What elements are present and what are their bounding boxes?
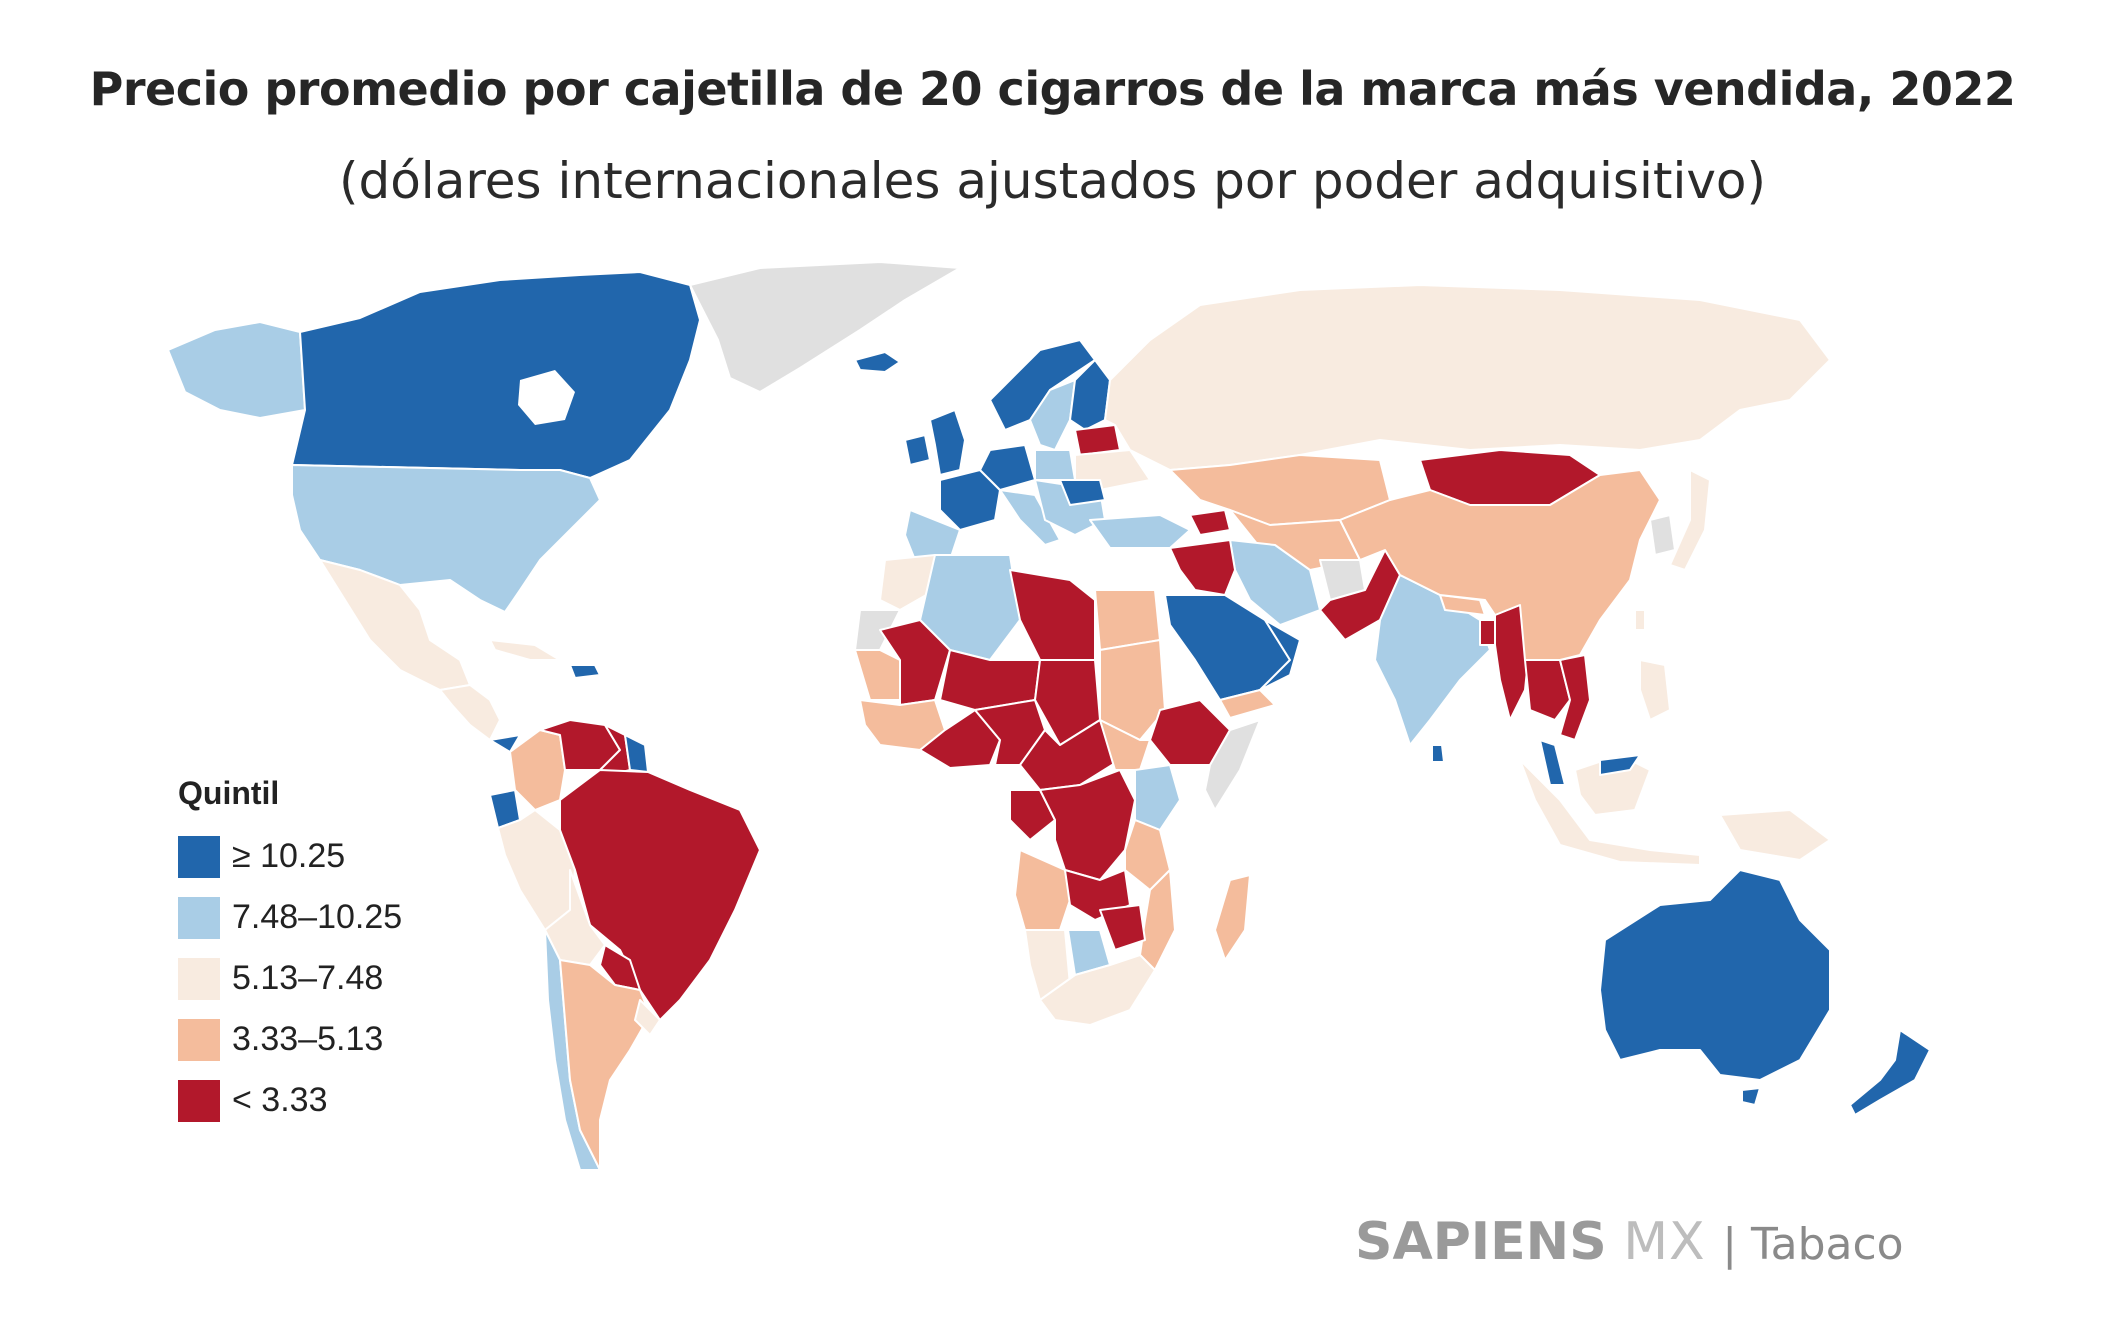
region-malaysia-borneo: [1599, 754, 1641, 776]
legend-swatch: [178, 1018, 220, 1061]
region-japan: [1669, 469, 1711, 571]
region-gabon-congo: [1009, 789, 1056, 841]
region-italy: [999, 489, 1061, 546]
region-kenya-uganda: [1134, 764, 1181, 831]
region-iraq-syria: [1169, 539, 1236, 596]
region-colombia: [509, 729, 566, 811]
brand-suffix: MX: [1623, 1212, 1706, 1272]
region-vietnam-cambodia: [1559, 654, 1591, 741]
region-germany: [979, 444, 1036, 491]
region-mexico: [319, 559, 471, 691]
region-norway: [989, 339, 1096, 431]
region-south-sudan: [1099, 719, 1151, 771]
brand-name: SAPIENS: [1355, 1212, 1607, 1272]
region-south-africa: [1039, 954, 1156, 1026]
region-korea: [1649, 514, 1676, 556]
map-subtitle: (dólares internacionales ajustados por p…: [338, 152, 1767, 210]
region-tasmania: [1741, 1087, 1761, 1106]
region-brazil: [559, 769, 761, 1021]
region-yemen: [1219, 689, 1276, 719]
region-sri-lanka: [1431, 744, 1445, 763]
region-bangladesh: [1479, 619, 1496, 646]
region-ireland: [904, 434, 931, 466]
region-canada: [291, 271, 701, 479]
legend-label: < 3.33: [232, 1081, 328, 1119]
region-china: [1339, 469, 1661, 661]
region-philippines: [1639, 659, 1671, 721]
region-taiwan: [1634, 609, 1646, 631]
region-drc: [1039, 769, 1136, 881]
brand-section: | Tabaco: [1722, 1219, 1904, 1270]
region-sumatra-java: [1519, 759, 1701, 866]
legend-label: 7.48–10.25: [232, 898, 403, 936]
region-uruguay: [634, 999, 661, 1036]
region-russia: [1104, 284, 1831, 471]
region-greenland: [689, 261, 961, 393]
legend-item: 7.48–10.25: [178, 887, 402, 948]
region-sudan: [1099, 639, 1166, 741]
region-australia: [1599, 869, 1831, 1081]
region-malaysia-peninsula: [1539, 739, 1566, 786]
region-usa: [291, 464, 601, 613]
region-cuba: [489, 639, 561, 661]
legend-item: 5.13–7.48: [178, 948, 402, 1009]
map-title: Precio promedio por cajetilla de 20 ciga…: [89, 62, 2016, 116]
region-hispaniola: [569, 664, 601, 679]
region-morocco: [879, 554, 936, 611]
region-panama: [489, 734, 521, 753]
region-turkey: [1089, 514, 1191, 549]
region-belarus: [1074, 424, 1121, 456]
region-iran: [1229, 539, 1321, 626]
legend-item: 3.33–5.13: [178, 1009, 402, 1070]
brand-logo: SAPIENS MX | Tabaco: [1355, 1212, 1904, 1272]
legend-item: ≥ 10.25: [178, 826, 402, 887]
legend-label: ≥ 10.25: [232, 837, 346, 875]
legend-swatch: [178, 1079, 220, 1122]
region-papua: [1719, 809, 1831, 861]
region-madagascar: [1214, 874, 1251, 961]
region-new-zealand: [1849, 1029, 1931, 1116]
region-caucasus: [1189, 509, 1231, 536]
legend-item: < 3.33: [178, 1070, 402, 1131]
legend-swatch: [178, 896, 220, 939]
region-somalia: [1204, 719, 1261, 811]
region-mauritania: [854, 649, 901, 701]
legend-title: Quintil: [178, 775, 280, 811]
region-romania: [1059, 479, 1106, 506]
region-zimbabwe: [1099, 904, 1146, 951]
region-central-america: [439, 684, 501, 741]
region-iceland: [854, 351, 901, 373]
region-borneo: [1574, 754, 1651, 816]
legend-swatch: [178, 957, 220, 1000]
legend-swatch: [178, 835, 220, 878]
legend: Quintil ≥ 10.25 7.48–10.25 5.13–7.48 3.33–5…: [178, 775, 402, 1131]
legend-label: 5.13–7.48: [232, 959, 384, 997]
region-argentina: [559, 959, 651, 1171]
region-uk: [929, 409, 966, 476]
region-libya: [1009, 569, 1096, 661]
region-alaska: [167, 321, 306, 419]
region-hudson-bay: [518, 370, 575, 425]
legend-label: 3.33–5.13: [232, 1020, 384, 1058]
legend-rows: ≥ 10.25 7.48–10.25 5.13–7.48 3.33–5.13 < 3.3…: [178, 826, 402, 1131]
region-poland: [1034, 449, 1076, 481]
region-oman: [1259, 619, 1301, 691]
